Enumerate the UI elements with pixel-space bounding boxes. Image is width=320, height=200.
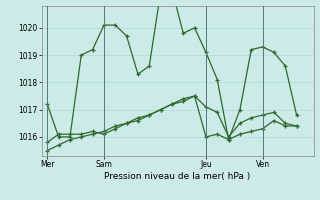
X-axis label: Pression niveau de la mer( hPa ): Pression niveau de la mer( hPa ) (104, 172, 251, 181)
